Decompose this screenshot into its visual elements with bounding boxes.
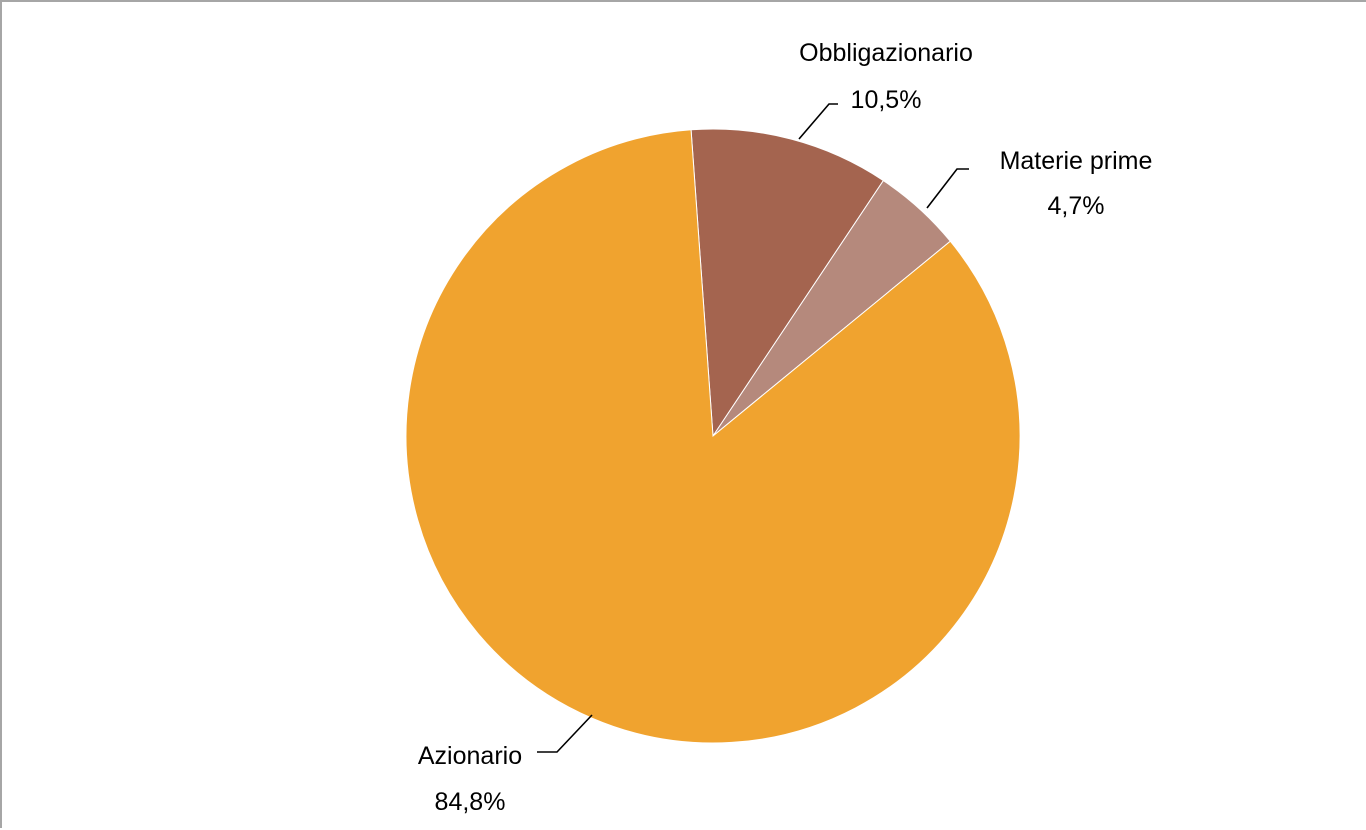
data-label-materie-prime-value: 4,7%	[1048, 192, 1105, 220]
data-labels: Obbligazionario 10,5% Materie prime 4,7%…	[418, 39, 1153, 816]
data-label-materie-prime-name: Materie prime	[1000, 147, 1153, 175]
data-label-obbligazionario-name: Obbligazionario	[799, 39, 973, 67]
data-label-azionario-value: 84,8%	[435, 788, 506, 816]
leader-line-obbligazionario	[798, 103, 838, 140]
leader-line-materie-prime	[926, 168, 969, 209]
pie-slice-azionario	[405, 129, 1021, 744]
pie-slices	[405, 128, 1021, 744]
pie-slice-obbligazionario	[690, 128, 885, 438]
leader-line-azionario	[537, 714, 593, 753]
data-label-azionario-name: Azionario	[418, 742, 522, 770]
leader-lines	[537, 103, 969, 753]
data-label-obbligazionario-value: 10,5%	[851, 86, 922, 114]
